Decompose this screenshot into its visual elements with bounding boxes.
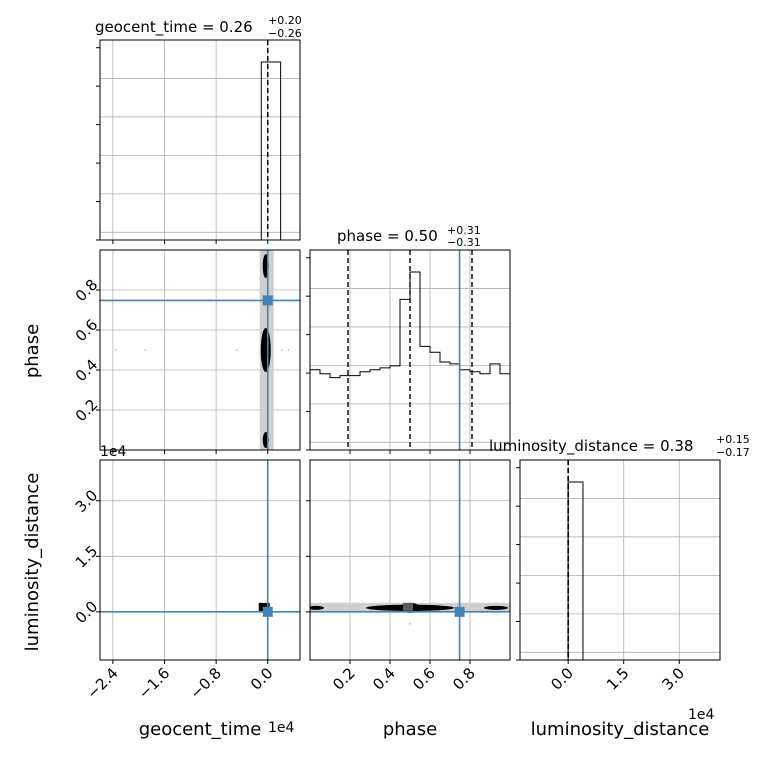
y-tick-label: 0.8 <box>72 276 102 306</box>
panel-phase-vs-phase <box>306 249 511 454</box>
sample-point <box>144 349 146 351</box>
y-tick-label: 0.2 <box>72 396 102 426</box>
offset-text-row2-y: 1e4 <box>100 444 127 460</box>
xlabel-geocent-time: geocent_time <box>139 719 262 740</box>
panel-content <box>567 460 584 660</box>
y-tick-label: 3.0 <box>72 486 102 516</box>
panel-frame <box>99 249 301 451</box>
truth-marker <box>262 606 273 617</box>
title-phase-plus: +0.31 <box>447 224 481 237</box>
panels-layer: 0.0 1.5 3.0 0.2 0.4 0.6 0.8 0.0 1.5 3.0 −2.4 −1.6 −0… <box>72 39 721 703</box>
x-tick-label: 0.0 <box>247 664 277 694</box>
panel-frame <box>519 459 721 661</box>
panel-geocent_time-vs-geocent_time <box>96 39 301 244</box>
x-tick-label: −2.4 <box>83 664 121 702</box>
title-geocent-time: geocent_time = 0.26 +0.20 −0.26 <box>95 14 302 40</box>
density-peak <box>403 602 413 611</box>
density-contour <box>260 328 271 372</box>
y-tick-label: 1.5 <box>72 542 102 572</box>
x-tick-label: 0.6 <box>409 664 439 694</box>
x-tick-label: −1.6 <box>135 664 173 702</box>
sample-point <box>409 623 411 625</box>
x-tick-label: −0.8 <box>186 664 224 702</box>
panel-content <box>260 40 282 240</box>
ylabel-luminosity-distance: luminosity_distance <box>22 473 43 652</box>
sample-point <box>235 349 238 351</box>
panel-frame <box>99 39 301 241</box>
panel-luminosity_distance-vs-luminosity_distance: 0.0 1.5 3.0 <box>516 459 721 694</box>
panel-content <box>100 460 300 660</box>
x-tick-label: 0.8 <box>449 664 479 694</box>
ylabel-phase: phase <box>22 324 43 378</box>
panel-luminosity_distance-vs-phase: 0.2 0.4 0.6 0.8 <box>306 459 511 694</box>
panel-frame <box>309 459 511 661</box>
title-luminosity-distance-main: luminosity_distance = 0.38 <box>489 437 693 456</box>
panel-phase-vs-geocent_time: 0.2 0.4 0.6 0.8 <box>72 249 301 454</box>
offset-text-col0-x: 1e4 <box>268 720 295 736</box>
x-tick-label: 0.4 <box>369 664 399 694</box>
x-tick-label: 0.2 <box>329 664 359 694</box>
panel-content <box>100 250 300 450</box>
density-contour <box>310 605 324 610</box>
title-luminosity-distance-minus: −0.17 <box>716 446 750 459</box>
offset-text-col2-x: 1e4 <box>688 707 715 723</box>
panel-content <box>310 250 510 450</box>
title-luminosity-distance: luminosity_distance = 0.38 +0.15 −0.17 <box>489 433 750 459</box>
sample-point <box>287 349 290 351</box>
title-geocent-time-main: geocent_time = 0.26 <box>95 18 253 37</box>
y-tick-label: 0.4 <box>72 356 102 386</box>
truth-marker <box>262 295 273 306</box>
xlabel-phase: phase <box>383 719 437 740</box>
histogram-step-geocent_time <box>260 61 282 240</box>
title-geocent-time-plus: +0.20 <box>268 14 302 27</box>
y-tick-label: 0.0 <box>72 598 102 628</box>
sample-point <box>281 349 283 351</box>
panel-content <box>310 460 510 660</box>
density-contour <box>484 605 508 610</box>
title-phase-main: phase = 0.50 <box>337 227 438 245</box>
xlabel-luminosity-distance: luminosity_distance <box>531 719 710 740</box>
panel-frame <box>99 459 301 661</box>
truth-marker <box>454 606 465 617</box>
title-phase: phase = 0.50 +0.31 −0.31 <box>337 224 481 249</box>
histogram-step-luminosity_distance <box>567 481 584 660</box>
x-tick-label: 3.0 <box>658 664 688 694</box>
y-tick-label: 0.6 <box>72 316 102 346</box>
x-tick-label: 1.5 <box>603 664 633 694</box>
title-phase-minus: −0.31 <box>447 236 481 249</box>
sample-point <box>115 349 117 351</box>
histogram-step-phase <box>310 271 510 450</box>
panel-luminosity_distance-vs-geocent_time: 0.0 1.5 3.0 −2.4 −1.6 −0.8 0.0 <box>72 459 301 703</box>
x-tick-label: 0.0 <box>547 664 577 694</box>
panel-frame <box>309 249 511 451</box>
title-geocent-time-minus: −0.26 <box>268 27 302 40</box>
title-luminosity-distance-plus: +0.15 <box>716 433 750 446</box>
